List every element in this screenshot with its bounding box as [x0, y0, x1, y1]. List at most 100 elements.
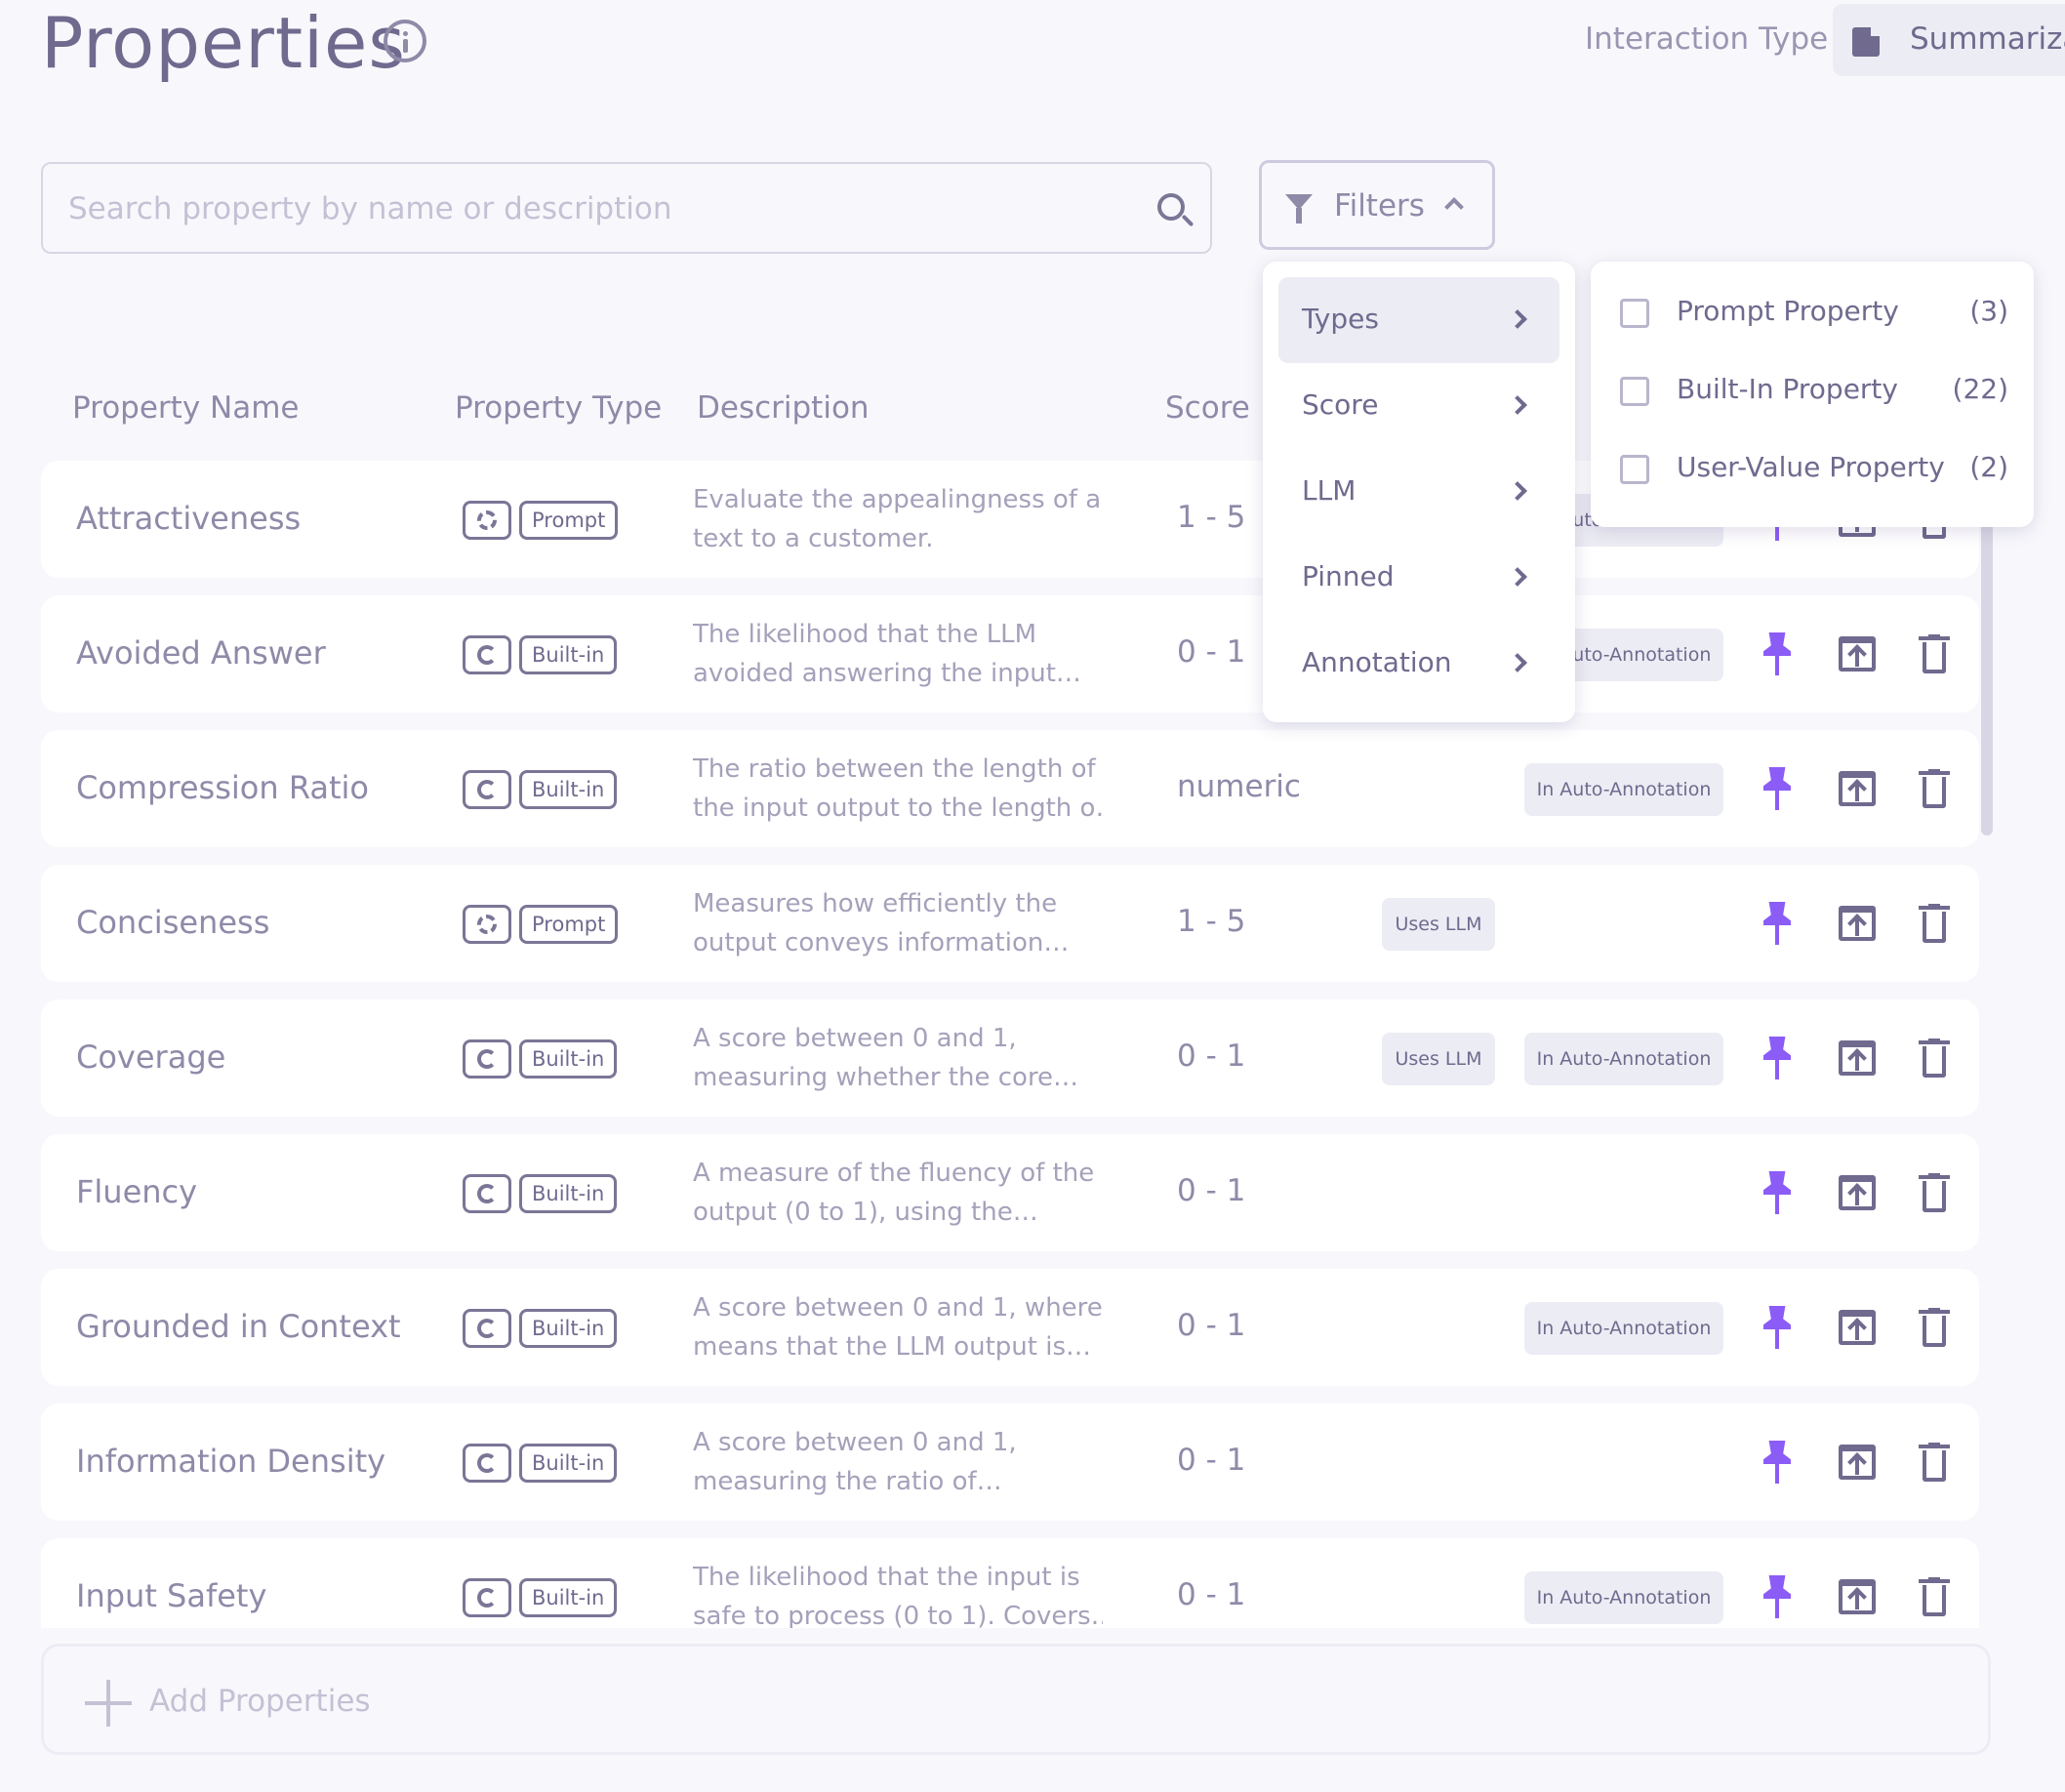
type-option-user-value[interactable]: User-Value Property (2) [1591, 429, 2034, 508]
description-line-1: The ratio between the length of [693, 754, 1096, 784]
export-icon[interactable] [1839, 1579, 1876, 1614]
trash-icon[interactable] [1919, 769, 1950, 808]
property-type-chip: Prompt [519, 501, 619, 540]
property-type-chip: Built-in [519, 770, 618, 809]
property-name[interactable]: Avoided Answer [76, 634, 326, 672]
trash-icon[interactable] [1919, 1443, 1950, 1482]
page-title: Properties [41, 2, 406, 84]
table-row[interactable]: Coverage Built-in A score between 0 and 1,… [41, 999, 1979, 1117]
chevron-right-icon [1508, 309, 1527, 329]
pin-icon[interactable] [1761, 1575, 1794, 1620]
filters-button[interactable]: Filters [1259, 160, 1495, 250]
filter-menu-item-label: LLM [1302, 474, 1356, 507]
filter-menu-item-pinned[interactable]: Pinned [1278, 535, 1559, 621]
property-name[interactable]: Input Safety [76, 1577, 267, 1614]
table-row[interactable]: Compression Ratio Built-in The ratio betwe… [41, 730, 1979, 847]
type-option-count: (2) [1969, 451, 2008, 483]
table-row[interactable]: Attractiveness Prompt Evaluate the appeali… [41, 461, 1979, 578]
property-name[interactable]: Grounded in Context [76, 1308, 401, 1345]
trash-icon[interactable] [1919, 904, 1950, 943]
search-input[interactable] [68, 187, 1122, 230]
description-line-2: output (0 to 1), using the… [693, 1198, 1038, 1227]
type-option-label: User-Value Property [1677, 451, 1945, 483]
filter-menu-item-llm[interactable]: LLM [1278, 449, 1559, 535]
plus-icon [85, 1680, 132, 1727]
auto-annotation-badge: In Auto-Annotation [1524, 1033, 1723, 1085]
filter-menu-item-label: Pinned [1302, 560, 1395, 592]
auto-annotation-badge: In Auto-Annotation [1524, 763, 1723, 816]
pin-icon[interactable] [1761, 767, 1794, 812]
table-row[interactable]: Fluency Built-in A measure of the fluency … [41, 1134, 1979, 1251]
property-name[interactable]: Coverage [76, 1039, 226, 1076]
description-line-1: The likelihood that the LLM [693, 620, 1037, 649]
pin-icon[interactable] [1761, 902, 1794, 947]
pin-icon[interactable] [1761, 1037, 1794, 1081]
property-name[interactable]: Attractiveness [76, 500, 302, 537]
scrollbar[interactable] [1981, 459, 1993, 835]
description-line-1: A measure of the fluency of the [693, 1159, 1095, 1188]
property-description: The ratio between the length of the input… [693, 750, 1103, 828]
table-row[interactable]: Conciseness Prompt Measures how efficientl… [41, 865, 1979, 982]
export-icon[interactable] [1839, 1040, 1876, 1076]
description-line-1: A score between 0 and 1, [693, 1428, 1017, 1457]
export-icon[interactable] [1839, 771, 1876, 806]
table-row[interactable]: Avoided Answer Built-in The likelihood tha… [41, 595, 1979, 713]
table-row[interactable]: Information Density Built-in A score betwe… [41, 1404, 1979, 1521]
description-line-2: measuring whether the core… [693, 1063, 1079, 1092]
trash-icon[interactable] [1919, 1039, 1950, 1078]
table-row[interactable]: Grounded in Context Built-in A score betwe… [41, 1269, 1979, 1386]
built-in-type-icon [463, 1309, 511, 1348]
pin-icon[interactable] [1761, 1306, 1794, 1351]
type-option-built-in[interactable]: Built-In Property (22) [1591, 351, 2034, 429]
property-score: 1 - 5 [1177, 904, 1246, 939]
auto-annotation-badge: In Auto-Annotation [1524, 1571, 1723, 1624]
trash-icon[interactable] [1919, 1173, 1950, 1212]
info-icon[interactable] [384, 20, 426, 62]
property-type-chip: Built-in [519, 1444, 618, 1483]
column-header-name[interactable]: Property Name [72, 390, 300, 426]
property-description: The likelihood that the LLM avoided answe… [693, 615, 1103, 693]
trash-icon[interactable] [1919, 634, 1950, 673]
type-option-prompt[interactable]: Prompt Property (3) [1591, 273, 2034, 351]
filter-menu-item-label: Score [1302, 388, 1379, 421]
export-icon[interactable] [1839, 906, 1876, 941]
property-name[interactable]: Compression Ratio [76, 769, 369, 806]
property-name[interactable]: Fluency [76, 1173, 198, 1210]
property-score: numeric [1177, 769, 1301, 804]
add-properties-button[interactable]: Add Properties [41, 1644, 1991, 1755]
trash-icon[interactable] [1919, 1577, 1950, 1616]
pin-icon[interactable] [1761, 1171, 1794, 1216]
checkbox[interactable] [1620, 455, 1649, 484]
export-icon[interactable] [1839, 1310, 1876, 1345]
checkbox[interactable] [1620, 377, 1649, 406]
column-header-type[interactable]: Property Type [455, 390, 663, 426]
built-in-type-icon [463, 1578, 511, 1617]
filters-label: Filters [1334, 188, 1425, 224]
pin-icon[interactable] [1761, 1441, 1794, 1486]
property-name[interactable]: Conciseness [76, 904, 270, 941]
export-icon[interactable] [1839, 1175, 1876, 1210]
property-type-chip: Prompt [519, 905, 619, 944]
property-score: 0 - 1 [1177, 634, 1246, 670]
filter-menu-item-score[interactable]: Score [1278, 363, 1559, 449]
search-icon[interactable] [1157, 193, 1185, 221]
chevron-up-icon [1444, 197, 1464, 217]
prompt-type-icon [463, 501, 511, 540]
pin-icon[interactable] [1761, 632, 1794, 677]
filter-menu-item-annotation[interactable]: Annotation [1278, 621, 1559, 707]
column-header-description[interactable]: Description [697, 390, 870, 426]
description-line-2: safe to process (0 to 1). Covers… [693, 1602, 1103, 1631]
prompt-type-icon [463, 905, 511, 944]
export-icon[interactable] [1839, 1445, 1876, 1480]
trash-icon[interactable] [1919, 1308, 1950, 1347]
export-icon[interactable] [1839, 636, 1876, 672]
type-option-label: Prompt Property [1677, 295, 1899, 327]
column-header-score[interactable]: Score [1165, 390, 1250, 426]
checkbox[interactable] [1620, 299, 1649, 328]
types-submenu: Prompt Property (3) Built-In Property (2… [1591, 262, 2034, 527]
property-description: Measures how efficiently the output conve… [693, 884, 1103, 962]
property-score: 1 - 5 [1177, 500, 1246, 535]
filter-menu-item-types[interactable]: Types [1278, 277, 1559, 363]
interaction-type-value[interactable]: Summarization [1910, 21, 2065, 57]
property-name[interactable]: Information Density [76, 1443, 386, 1480]
